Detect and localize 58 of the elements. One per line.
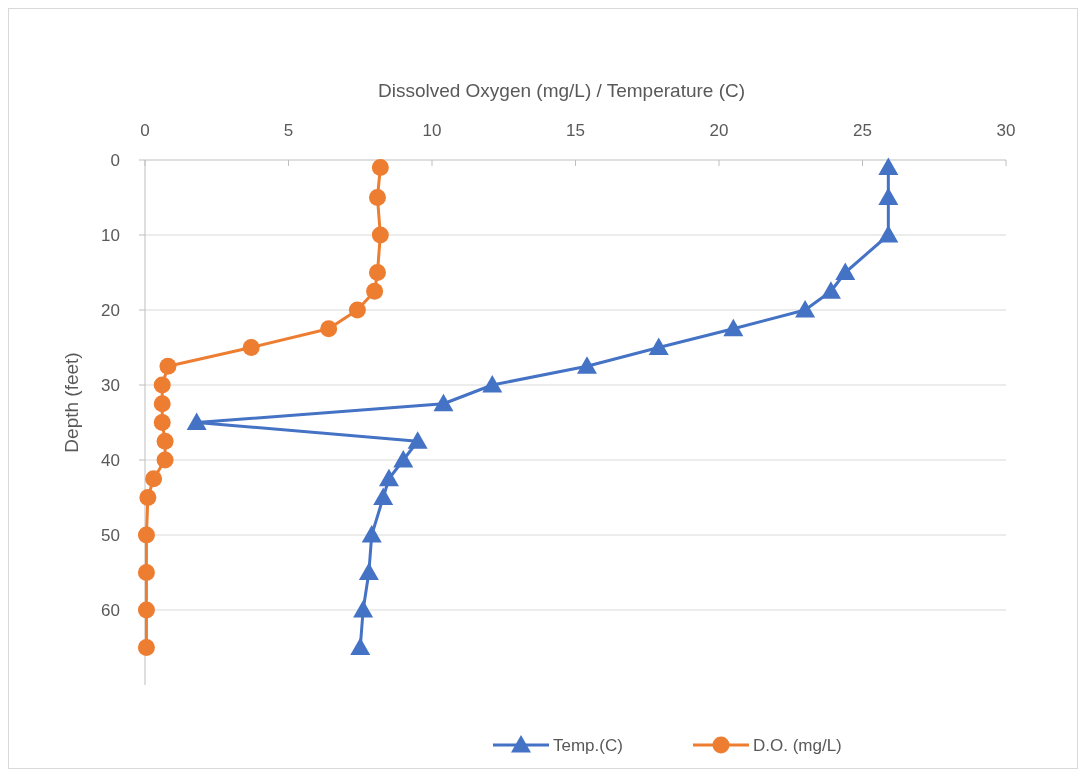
point bbox=[145, 470, 163, 488]
y-tick-label: 60 bbox=[101, 600, 120, 620]
point bbox=[835, 262, 856, 280]
x-tick-label: 25 bbox=[853, 121, 872, 140]
x-axis-title: Dissolved Oxygen (mg/L) / Temperature (C) bbox=[377, 80, 746, 101]
x-tick-label: 0 bbox=[140, 121, 150, 140]
point bbox=[242, 339, 260, 356]
point bbox=[139, 489, 157, 506]
point bbox=[795, 300, 816, 318]
x-tick-label: 5 bbox=[283, 121, 294, 140]
x-tick-label: 20 bbox=[709, 121, 729, 140]
y-tick-label: 20 bbox=[101, 300, 120, 320]
y-tick-label: 30 bbox=[101, 375, 120, 395]
point bbox=[137, 564, 155, 581]
point bbox=[353, 600, 374, 618]
point bbox=[358, 562, 379, 580]
point bbox=[320, 320, 338, 338]
point bbox=[433, 393, 454, 412]
point bbox=[373, 487, 394, 505]
point bbox=[348, 301, 366, 319]
y-tick-label: 50 bbox=[101, 525, 120, 545]
point bbox=[576, 356, 597, 374]
x-tick-label: 15 bbox=[566, 121, 585, 140]
point bbox=[156, 432, 174, 450]
point bbox=[878, 187, 899, 205]
point bbox=[368, 264, 386, 281]
y-axis-title: Depth (feet) bbox=[61, 352, 82, 453]
point bbox=[393, 450, 414, 468]
legend-label: D.O. (mg/L) bbox=[753, 735, 842, 755]
point bbox=[368, 189, 386, 206]
point bbox=[159, 357, 177, 375]
point bbox=[878, 225, 899, 243]
x-tick-label: 30 bbox=[996, 121, 1016, 140]
y-tick-label: 40 bbox=[101, 450, 120, 470]
point bbox=[137, 601, 155, 619]
point bbox=[482, 375, 503, 393]
point bbox=[371, 159, 389, 176]
point bbox=[371, 226, 389, 244]
point bbox=[361, 525, 382, 543]
legend-label: Temp.(C) bbox=[553, 735, 623, 755]
point bbox=[648, 337, 669, 355]
y-tick-label: 0 bbox=[110, 150, 120, 170]
point bbox=[407, 431, 428, 449]
point bbox=[153, 395, 171, 413]
point bbox=[878, 157, 899, 175]
point bbox=[350, 637, 371, 655]
point bbox=[137, 639, 155, 656]
point bbox=[366, 282, 384, 300]
point bbox=[137, 526, 155, 544]
point bbox=[820, 281, 841, 299]
x-tick-label: 10 bbox=[422, 121, 442, 140]
point bbox=[153, 376, 171, 394]
point bbox=[378, 468, 399, 487]
point bbox=[186, 412, 207, 430]
point bbox=[153, 414, 171, 431]
point bbox=[723, 318, 744, 337]
y-tick-label: 10 bbox=[101, 225, 120, 245]
point bbox=[156, 451, 174, 469]
